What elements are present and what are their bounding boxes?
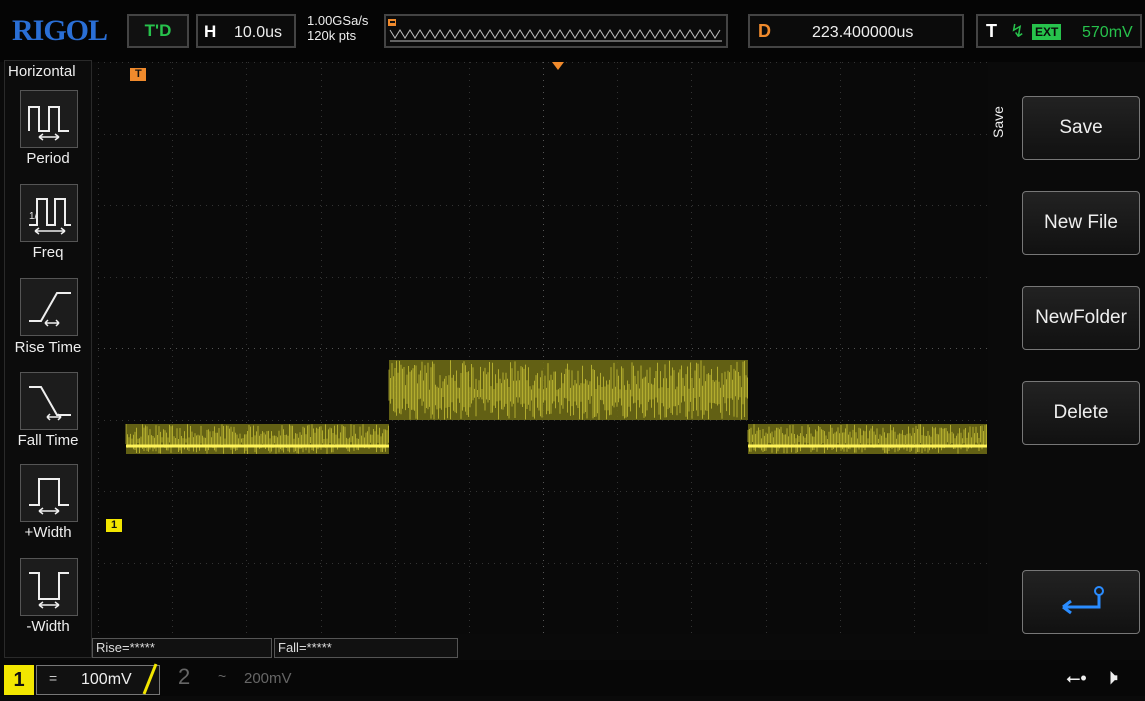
timebase-display[interactable]: H 10.0us xyxy=(196,14,296,48)
trace-high-noise xyxy=(388,360,748,420)
trigger-position-marker[interactable]: T xyxy=(130,68,146,81)
trigger-level: 570mV xyxy=(1082,24,1133,41)
svg-text:1/: 1/ xyxy=(29,211,38,222)
ch2-coupling-ac-icon: ~ xyxy=(218,668,227,684)
delete-button[interactable]: Delete xyxy=(1022,381,1140,445)
ch2-badge[interactable]: 2 xyxy=(178,664,191,689)
freq-button[interactable]: 1/ xyxy=(20,184,78,242)
save-menu-title: Save xyxy=(989,106,1006,138)
trigger-time-marker-icon[interactable] xyxy=(552,62,564,70)
trace-low-left-noise xyxy=(125,424,389,454)
delay-display[interactable]: D 223.400000us xyxy=(748,14,964,48)
fall-time-button[interactable] xyxy=(20,372,78,430)
grid-lines xyxy=(98,62,988,634)
negative-width-button[interactable] xyxy=(20,558,78,616)
trigger-marker-label: T xyxy=(135,68,142,80)
new-folder-button[interactable]: NewFolder xyxy=(1022,286,1140,350)
left-menu-title: Horizontal xyxy=(8,63,76,80)
fall-time-label: Fall Time xyxy=(17,432,79,449)
rise-time-label: Rise Time xyxy=(14,339,82,356)
rise-time-icon xyxy=(29,292,71,327)
ch1-coupling-dc-icon: = xyxy=(49,670,58,686)
ch1-slash-icon xyxy=(142,663,158,695)
fall-time-icon xyxy=(29,386,71,421)
trace-low-right-noise xyxy=(747,424,987,454)
memory-overview-waveform-icon xyxy=(388,19,722,42)
freq-label: Freq xyxy=(32,244,64,261)
channel-status-bar xyxy=(0,660,1145,696)
rise-measurement: Rise=***** xyxy=(92,638,272,658)
ch1-badge[interactable]: 1 xyxy=(4,665,34,695)
period-button[interactable] xyxy=(20,90,78,148)
ch1-slash-decoration xyxy=(140,662,160,696)
trigger-display[interactable]: T ↯ EXT 570mV xyxy=(976,14,1142,48)
ch1-marker-label: 1 xyxy=(111,519,118,531)
new-file-button[interactable]: New File xyxy=(1022,191,1140,255)
save-menu-title-container: Save xyxy=(989,100,1016,146)
fall-measurement: Fall=***** xyxy=(274,638,458,658)
sample-rate: 1.00GSa/s xyxy=(307,13,369,28)
negative-width-label: -Width xyxy=(26,618,70,635)
rigol-logo: RIGOL xyxy=(12,14,108,47)
ch2-scale[interactable]: 200mV xyxy=(244,670,292,687)
trigger-rising-edge-icon: ↯ xyxy=(1010,21,1026,41)
memory-depth: 120k pts xyxy=(307,28,357,43)
delay-label: D xyxy=(758,21,771,41)
waveform-grid[interactable] xyxy=(98,62,988,634)
period-label: Period xyxy=(26,150,70,167)
rise-time-button[interactable] xyxy=(20,278,78,336)
negative-width-icon xyxy=(29,572,69,609)
return-icon xyxy=(1062,586,1104,615)
period-icon xyxy=(28,106,69,141)
trigger-label: T xyxy=(986,21,997,41)
save-menu xyxy=(1016,66,1145,660)
speaker-icon[interactable]: 🕨 xyxy=(1104,664,1118,689)
usb-icon: ⭠• xyxy=(1066,668,1087,688)
ch1-waveform-trace xyxy=(125,360,987,454)
delay-value: 223.400000us xyxy=(812,24,914,41)
memory-waveform-overview[interactable] xyxy=(384,14,728,48)
positive-width-icon xyxy=(29,478,69,515)
ch1-offset-marker[interactable]: 1 xyxy=(106,519,122,532)
freq-icon: 1/ xyxy=(29,198,71,235)
positive-width-label: +Width xyxy=(24,524,72,541)
save-button[interactable]: Save xyxy=(1022,96,1140,160)
return-button[interactable] xyxy=(1022,570,1140,634)
timebase-value: 10.0us xyxy=(234,24,283,41)
positive-width-button[interactable] xyxy=(20,464,78,522)
trigger-source: EXT xyxy=(1032,24,1062,40)
timebase-label: H xyxy=(204,22,217,41)
run-status-badge[interactable]: T'D xyxy=(127,14,189,48)
ch1-settings[interactable]: = 100mV xyxy=(36,665,160,695)
ch1-scale: 100mV xyxy=(81,671,132,688)
